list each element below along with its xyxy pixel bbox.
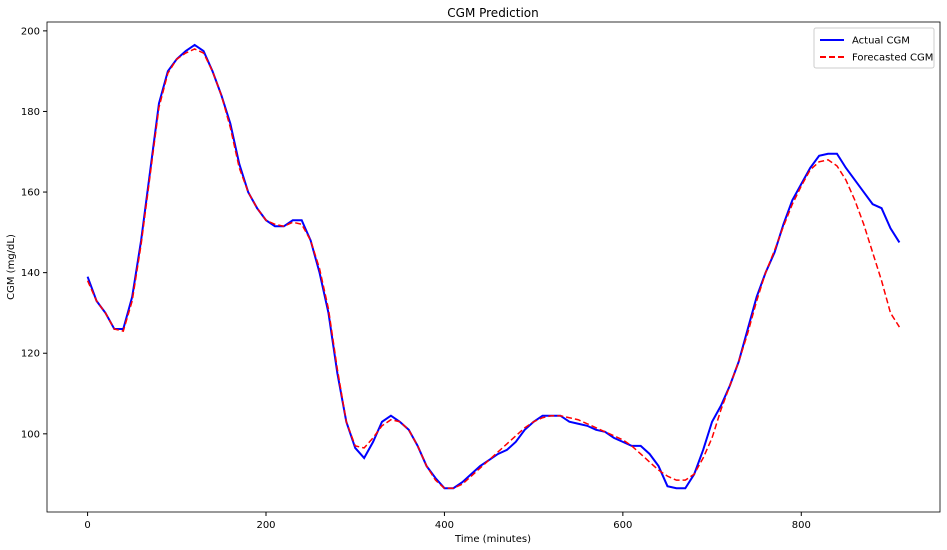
y-tick-label: 180 xyxy=(21,107,40,118)
legend-label: Forecasted CGM xyxy=(852,53,933,64)
x-tick-label: 800 xyxy=(792,520,811,531)
series-line xyxy=(86,43,901,490)
x-axis-label: Time (minutes) xyxy=(454,534,531,545)
x-tick-label: 400 xyxy=(435,520,454,531)
y-tick-label: 200 xyxy=(21,26,40,37)
y-tick-label: 100 xyxy=(21,429,40,440)
x-tick-label: 0 xyxy=(84,520,90,531)
plot-area xyxy=(46,21,941,513)
chart-title: CGM Prediction xyxy=(447,6,538,20)
x-tick-label: 200 xyxy=(256,520,275,531)
y-axis-label: CGM (mg/dL) xyxy=(6,234,17,300)
legend-label: Actual CGM xyxy=(852,36,910,47)
x-tick-label: 600 xyxy=(613,520,632,531)
y-tick-label: 120 xyxy=(21,349,40,360)
y-tick-label: 140 xyxy=(21,268,40,279)
y-tick-label: 160 xyxy=(21,188,40,199)
series-line xyxy=(86,48,901,489)
